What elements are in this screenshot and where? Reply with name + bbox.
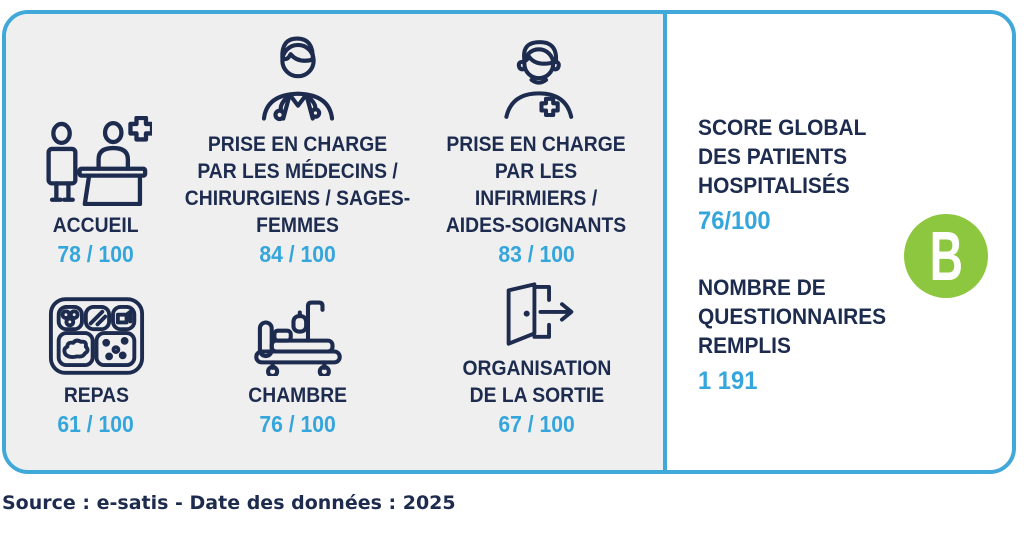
results-card: ACCUEIL 78 / 100 [2,10,1016,474]
category-accueil: ACCUEIL 78 / 100 [6,116,186,269]
questionnaires-value: 1 191 [698,367,758,395]
category-infirmiers: PRISE EN CHARGE PAR LES INFIRMIERS / AID… [410,33,663,269]
doctor-icon [252,33,344,125]
category-score: 61 / 100 [57,411,135,437]
category-score: 76 / 100 [259,411,337,437]
source-caption: Source : e-satis - Date des données : 20… [2,492,456,514]
hospital-bed-icon [248,298,348,376]
exit-door-icon [494,280,580,349]
questionnaires-label: NOMBRE DE QUESTIONNAIRES REMPLIS [698,275,887,358]
reception-desk-icon [40,116,152,206]
nurse-icon [492,33,582,125]
category-medecins: PRISE EN CHARGE PAR LES MÉDECINS / CHIRU… [185,33,411,269]
category-scores-panel: ACCUEIL 78 / 100 [6,14,667,470]
global-summary-panel: SCORE GLOBAL DES PATIENTS HOSPITALISÉS 7… [667,14,1012,470]
category-sortie: ORGANISATION DE LA SORTIE 67 / 100 [410,280,663,439]
global-score-label: SCORE GLOBAL DES PATIENTS HOSPITALISÉS [698,115,867,198]
category-score: 83 / 100 [498,241,575,267]
category-label: REPAS [63,384,129,407]
category-label: ACCUEIL [53,214,139,237]
category-label: CHAMBRE [248,384,348,407]
category-chambre: CHAMBRE 76 / 100 [186,298,410,439]
category-score: 67 / 100 [498,411,575,437]
category-label: PRISE EN CHARGE PAR LES MÉDECINS / CHIRU… [185,133,411,237]
global-score-value: 76/100 [698,207,771,235]
meal-tray-icon [48,296,145,376]
global-score-block: SCORE GLOBAL DES PATIENTS HOSPITALISÉS 7… [698,113,1012,236]
questionnaires-block: NOMBRE DE QUESTIONNAIRES REMPLIS 1 191 [698,273,1012,396]
category-label: ORGANISATION DE LA SORTIE [462,357,611,407]
category-label: PRISE EN CHARGE PAR LES INFIRMIERS / AID… [446,133,627,237]
category-score: 78 / 100 [57,241,135,267]
grade-letter: B [929,217,963,295]
category-repas: REPAS 61 / 100 [6,296,186,439]
category-score: 84 / 100 [259,241,337,267]
grade-badge: B [904,214,988,298]
